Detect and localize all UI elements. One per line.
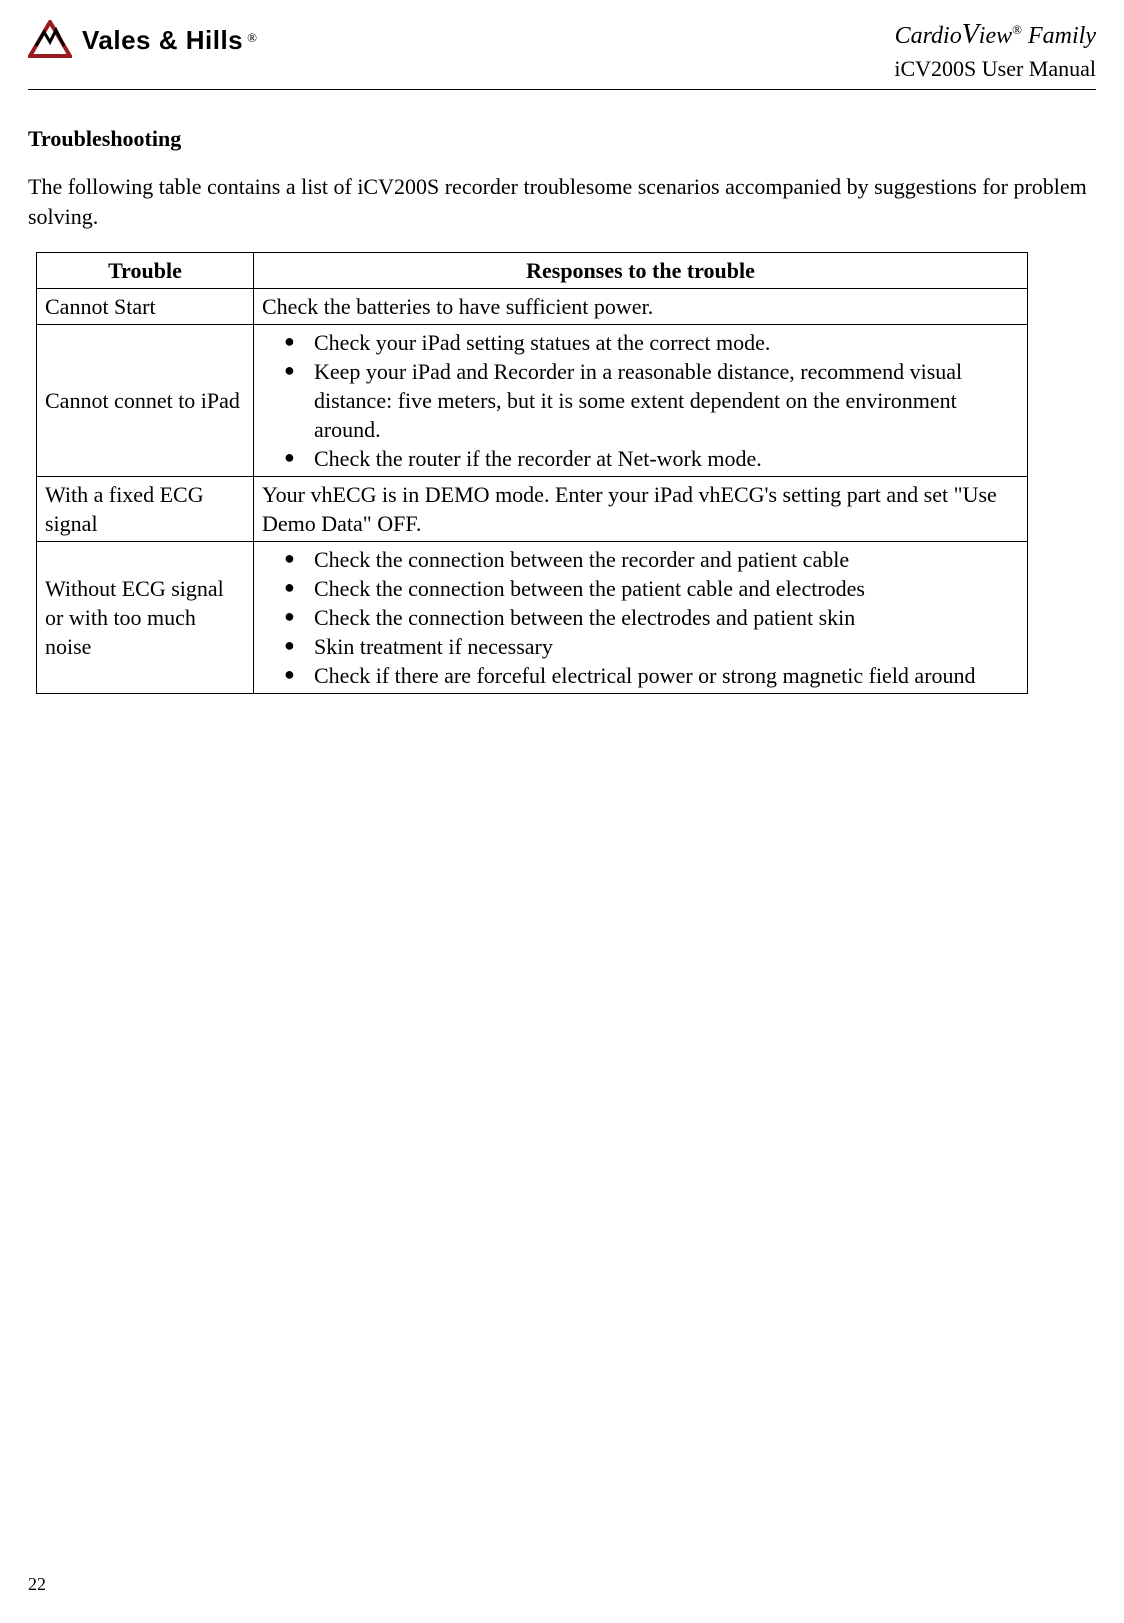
troubleshooting-table: Trouble Responses to the trouble Cannot … xyxy=(36,252,1028,694)
response-bullets: Check the connection between the recorde… xyxy=(262,545,1019,690)
registered-mark: ® xyxy=(247,30,257,45)
section-title: Troubleshooting xyxy=(28,126,1096,152)
response-cell: Check your iPad setting statues at the c… xyxy=(254,324,1028,476)
company-name: Vales & Hills ® xyxy=(82,25,257,56)
page-header: Vales & Hills® CardioView® Family iCV200… xyxy=(28,16,1096,89)
table-header-row: Trouble Responses to the trouble xyxy=(37,252,1028,288)
th-responses: Responses to the trouble xyxy=(254,252,1028,288)
header-divider xyxy=(28,89,1096,90)
product-family-line: CardioView® Family xyxy=(894,16,1096,54)
response-cell: Your vhECG is in DEMO mode. Enter your i… xyxy=(254,477,1028,542)
bullet-item: Skin treatment if necessary xyxy=(292,632,1015,661)
bullet-item: Check the connection between the electro… xyxy=(292,603,1015,632)
family-iew: iew xyxy=(979,23,1012,49)
trouble-cell: With a fixed ECG signal xyxy=(37,477,254,542)
trouble-cell: Cannot connet to iPad xyxy=(37,324,254,476)
family-v: V xyxy=(962,19,979,50)
trouble-cell: Cannot Start xyxy=(37,288,254,324)
table-row: With a fixed ECG signal Your vhECG is in… xyxy=(37,477,1028,542)
table-row: Cannot connet to iPad Check your iPad se… xyxy=(37,324,1028,476)
response-cell: Check the connection between the recorde… xyxy=(254,542,1028,694)
family-cardio: Cardio xyxy=(895,23,962,49)
response-bullets: Check your iPad setting statues at the c… xyxy=(262,328,1019,473)
family-sup: ® xyxy=(1012,22,1022,37)
bullet-item: Keep your iPad and Recorder in a reasona… xyxy=(292,357,1015,444)
bullet-item: Check if there are forceful electrical p… xyxy=(292,661,1015,690)
th-trouble: Trouble xyxy=(37,252,254,288)
bullet-item: Check the connection between the patient… xyxy=(292,574,1015,603)
table-row: Without ECG signal or with too much nois… xyxy=(37,542,1028,694)
family-word: Family xyxy=(1022,23,1096,49)
manual-name: iCV200S User Manual xyxy=(894,54,1096,84)
document-title-block: CardioView® Family iCV200S User Manual xyxy=(894,16,1096,83)
intro-paragraph: The following table contains a list of i… xyxy=(28,172,1096,231)
trouble-cell: Without ECG signal or with too much nois… xyxy=(37,542,254,694)
table-row: Cannot Start Check the batteries to have… xyxy=(37,288,1028,324)
bullet-item: Check your iPad setting statues at the c… xyxy=(292,328,1015,357)
bullet-item: Check the router if the recorder at Net-… xyxy=(292,444,1015,473)
response-cell: Check the batteries to have sufficient p… xyxy=(254,288,1028,324)
bullet-item: Check the connection between the recorde… xyxy=(292,545,1015,574)
page-number: 22 xyxy=(28,1574,46,1595)
company-name-text: Vales & Hills xyxy=(82,25,243,55)
company-logo-block: Vales & Hills ® xyxy=(28,20,257,60)
company-logo-icon xyxy=(28,20,72,60)
